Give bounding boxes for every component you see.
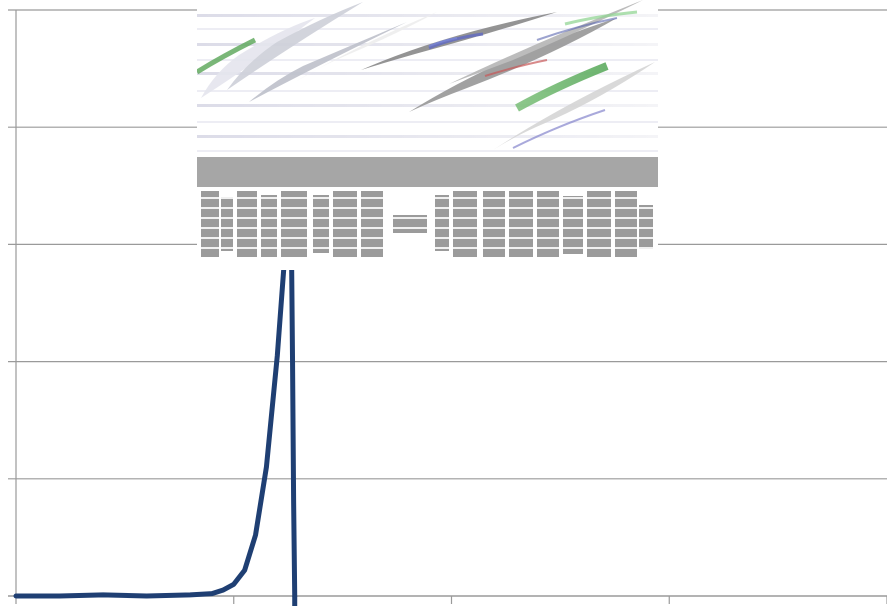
series-line xyxy=(13,206,298,599)
grid-lines xyxy=(8,9,887,597)
series-layer xyxy=(13,206,298,606)
axes xyxy=(15,10,887,604)
